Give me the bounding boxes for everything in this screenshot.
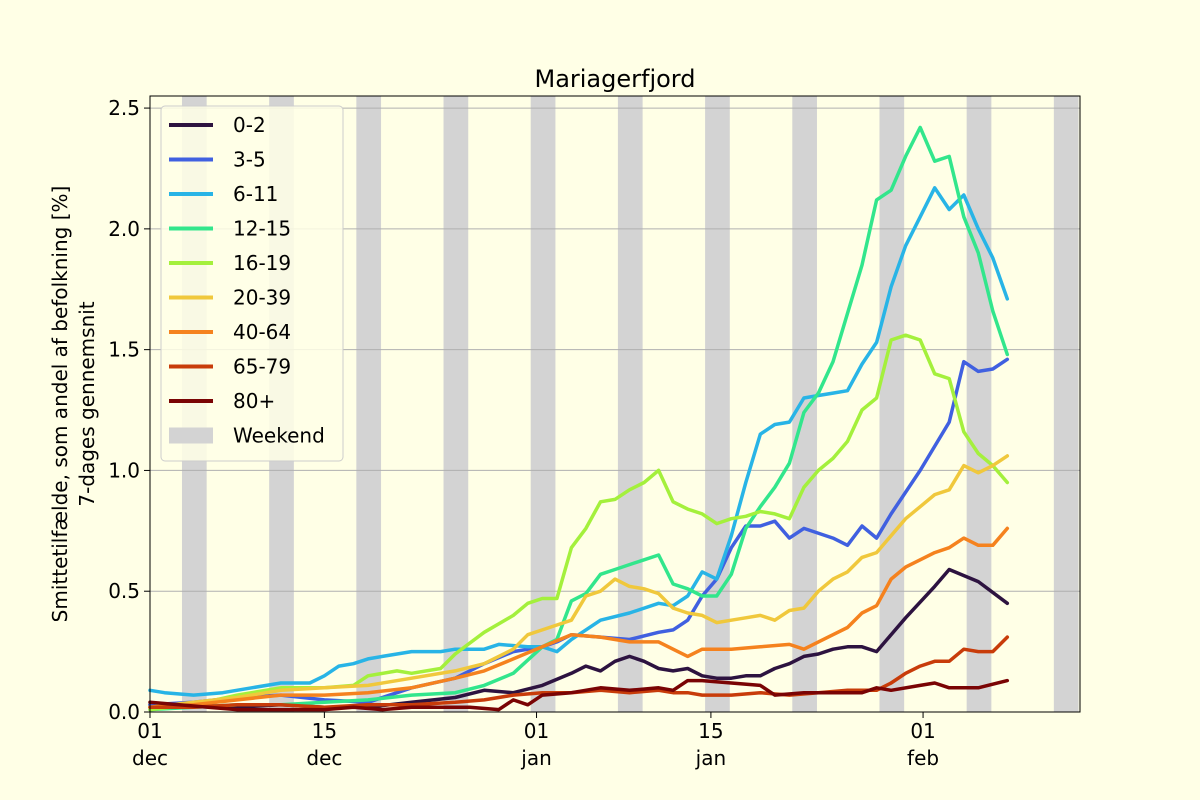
series-line	[148, 678, 1010, 712]
series-line	[148, 567, 1010, 709]
series-line	[148, 333, 1010, 712]
legend: 0-2 3-5 6-11 12-15 16-19 20-39 40-64 65-79 80+ We…	[160, 105, 344, 462]
y-tick-label: 2.0	[108, 217, 140, 241]
legend-weekend-swatch	[169, 427, 213, 444]
y-axis-ticks: 0.0 0.5 1.0 1.5 2.0 2.5	[108, 96, 150, 724]
y-tick-label: 0.0	[108, 700, 140, 724]
x-tick-day-label: 01	[524, 719, 549, 743]
weekend-band	[356, 96, 382, 712]
legend-label: 12-15	[233, 217, 291, 241]
weekend-band	[617, 96, 643, 712]
legend-label: Weekend	[233, 424, 325, 448]
y-tick-label: 2.5	[108, 96, 140, 120]
y-tick-label: 1.5	[108, 338, 140, 362]
legend-label: 3-5	[233, 148, 266, 172]
legend-label: 20-39	[233, 286, 291, 310]
x-tick-month-label: jan	[520, 746, 552, 770]
legend-label: 80+	[233, 389, 275, 413]
legend-label: 40-64	[233, 320, 291, 344]
weekend-band	[879, 96, 905, 712]
legend-label: 16-19	[233, 251, 291, 275]
x-tick-month-label: feb	[907, 746, 939, 770]
weekend-band	[966, 96, 992, 712]
legend-label: 65-79	[233, 355, 291, 379]
y-tick-label: 1.0	[108, 458, 140, 482]
x-tick-day-label: 01	[137, 719, 162, 743]
series-lines	[148, 125, 1010, 712]
x-tick-month-label: jan	[695, 746, 727, 770]
legend-label: 0-2	[233, 113, 266, 137]
weekend-band	[1053, 96, 1079, 712]
x-tick-month-label: dec	[132, 746, 168, 770]
series-line	[148, 635, 1010, 709]
x-tick-day-label: 15	[312, 719, 337, 743]
weekend-band	[443, 96, 469, 712]
series-line	[148, 454, 1010, 709]
plot-frame	[149, 95, 1081, 713]
y-axis-label-line-1: Smittetilfælde, som andel af befolkning …	[48, 186, 72, 623]
weekend-band	[705, 96, 730, 712]
y-axis-label-line-2: 7-dages gennemsnit	[75, 301, 99, 506]
x-axis-ticks: 01 dec 15 dec 01 jan 15 jan 01 feb	[132, 712, 939, 770]
series-line	[148, 125, 1010, 712]
weekend-band	[792, 96, 817, 712]
x-tick-day-label: 15	[698, 719, 723, 743]
x-tick-day-label: 01	[910, 719, 935, 743]
x-tick-month-label: dec	[306, 746, 342, 770]
chart-title: Mariagerfjord	[534, 65, 695, 93]
weekend-band	[530, 96, 556, 712]
legend-label: 6-11	[233, 182, 278, 206]
series-line	[148, 526, 1010, 709]
series-line	[148, 186, 1010, 697]
y-tick-label: 0.5	[108, 579, 140, 603]
